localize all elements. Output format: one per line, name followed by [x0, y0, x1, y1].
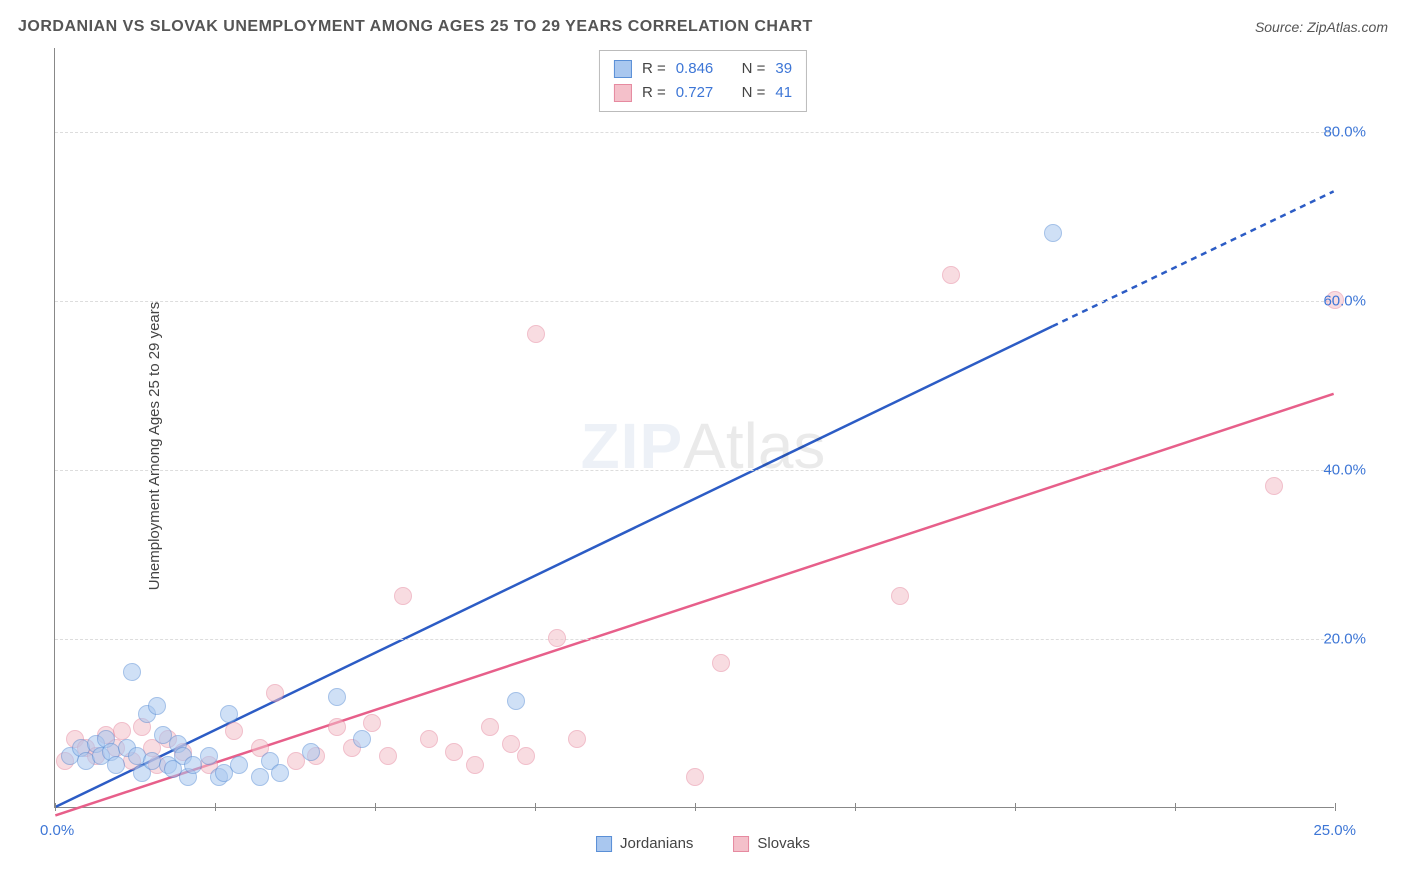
x-tick [535, 803, 536, 811]
x-tick [1175, 803, 1176, 811]
scatter-point-jordanians [302, 743, 320, 761]
y-tick-label: 60.0% [1323, 293, 1366, 310]
header: JORDANIAN VS SLOVAK UNEMPLOYMENT AMONG A… [18, 18, 1388, 36]
r-label: R = [642, 81, 666, 105]
legend: Jordanians Slovaks [590, 833, 816, 854]
legend-item-1: Jordanians [596, 835, 693, 852]
n-label: N = [742, 81, 766, 105]
legend-label-1: Jordanians [620, 835, 693, 852]
scatter-point-slovaks [266, 684, 284, 702]
scatter-point-jordanians [148, 697, 166, 715]
legend-item-2: Slovaks [733, 835, 810, 852]
source-label: Source: ZipAtlas.com [1255, 19, 1388, 35]
scatter-point-jordanians [220, 705, 238, 723]
trend-line-dashed [1052, 191, 1333, 326]
page-title: JORDANIAN VS SLOVAK UNEMPLOYMENT AMONG A… [18, 18, 813, 36]
x-axis-min-label: 0.0% [40, 822, 74, 839]
stats-row-1: R = 0.846 N = 39 [614, 57, 792, 81]
trend-lines-layer [55, 48, 1334, 807]
scatter-point-jordanians [328, 688, 346, 706]
scatter-point-slovaks [113, 722, 131, 740]
scatter-plot [54, 48, 1334, 808]
swatch-series-1 [614, 60, 632, 78]
scatter-point-slovaks [328, 718, 346, 736]
grid-line [55, 132, 1334, 133]
y-tick-label: 20.0% [1323, 631, 1366, 648]
swatch-series-2 [614, 84, 632, 102]
scatter-point-jordanians [123, 663, 141, 681]
scatter-point-slovaks [942, 266, 960, 284]
stats-row-2: R = 0.727 N = 41 [614, 81, 792, 105]
n-value: 41 [775, 81, 792, 105]
scatter-point-jordanians [353, 730, 371, 748]
scatter-point-jordanians [230, 756, 248, 774]
n-label: N = [742, 57, 766, 81]
trend-line [55, 326, 1052, 807]
x-tick [855, 803, 856, 811]
scatter-point-slovaks [686, 768, 704, 786]
y-tick-label: 80.0% [1323, 124, 1366, 141]
scatter-point-slovaks [225, 722, 243, 740]
scatter-point-slovaks [445, 743, 463, 761]
r-label: R = [642, 57, 666, 81]
grid-line [55, 639, 1334, 640]
scatter-point-slovaks [517, 747, 535, 765]
scatter-point-jordanians [1044, 224, 1062, 242]
legend-swatch-2 [733, 836, 749, 852]
legend-label-2: Slovaks [757, 835, 810, 852]
x-tick [215, 803, 216, 811]
r-value: 0.846 [676, 57, 714, 81]
scatter-point-slovaks [466, 756, 484, 774]
scatter-point-jordanians [507, 692, 525, 710]
n-value: 39 [775, 57, 792, 81]
scatter-point-slovaks [502, 735, 520, 753]
scatter-point-jordanians [271, 764, 289, 782]
scatter-point-jordanians [200, 747, 218, 765]
scatter-point-slovaks [481, 718, 499, 736]
x-axis-max-label: 25.0% [1313, 822, 1356, 839]
scatter-point-slovaks [568, 730, 586, 748]
x-tick [695, 803, 696, 811]
scatter-point-jordanians [251, 768, 269, 786]
grid-line [55, 470, 1334, 471]
x-tick [1335, 803, 1336, 811]
x-tick [375, 803, 376, 811]
r-value: 0.727 [676, 81, 714, 105]
scatter-point-slovaks [891, 587, 909, 605]
stats-box: R = 0.846 N = 39 R = 0.727 N = 41 [599, 50, 807, 112]
scatter-point-slovaks [363, 714, 381, 732]
y-tick-label: 40.0% [1323, 462, 1366, 479]
scatter-point-slovaks [548, 629, 566, 647]
scatter-point-slovaks [1265, 477, 1283, 495]
x-tick [1015, 803, 1016, 811]
scatter-point-slovaks [712, 654, 730, 672]
scatter-point-slovaks [420, 730, 438, 748]
scatter-point-slovaks [527, 325, 545, 343]
grid-line [55, 301, 1334, 302]
scatter-point-jordanians [107, 756, 125, 774]
scatter-point-slovaks [394, 587, 412, 605]
x-tick [55, 803, 56, 811]
trend-line [55, 394, 1333, 816]
scatter-point-slovaks [379, 747, 397, 765]
legend-swatch-1 [596, 836, 612, 852]
